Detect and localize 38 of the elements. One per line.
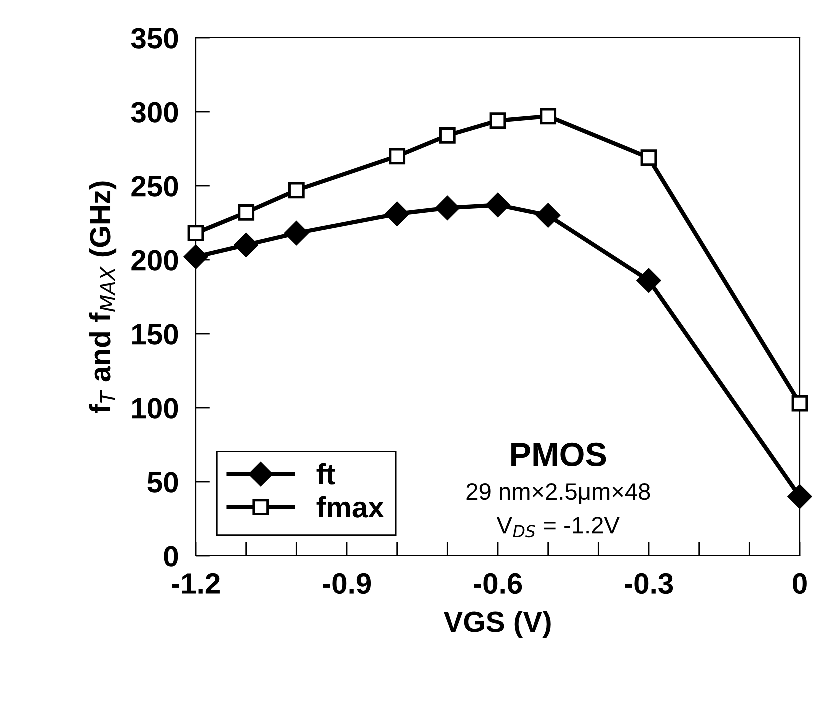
point (439, 127, 456, 144)
point (640, 150, 658, 166)
point (389, 148, 406, 165)
y-tick-label: 200 (132, 250, 178, 271)
y-tick-label: 350 (131, 28, 178, 49)
x-tick-label: -0.6 (474, 573, 522, 594)
point (385, 202, 410, 226)
point (234, 233, 258, 258)
point (792, 395, 808, 412)
legend-label: ft (316, 463, 336, 485)
legend-label: fmax (316, 496, 384, 518)
point (540, 108, 557, 125)
y-tick-label: 150 (132, 324, 178, 345)
point (636, 268, 662, 293)
x-tick-label: -0.9 (323, 573, 372, 594)
y-tick-label: 50 (148, 472, 178, 493)
point (238, 204, 255, 221)
y-axis-title: f$_{T}$ and f$_{MAX}$ (GHz) (89, 182, 117, 414)
y-tick-label: 300 (131, 102, 178, 123)
x-tick-label: -0.3 (625, 573, 674, 594)
annotation: V$_{DS}$ = -1.2V (496, 517, 620, 538)
x-tick-label: 0 (793, 573, 807, 594)
y-tick-label: 100 (132, 398, 178, 419)
x-tick-label: -1.2 (172, 573, 220, 594)
x-axis-title: VGS (V) (444, 610, 551, 638)
point (788, 484, 812, 509)
point (188, 225, 204, 242)
point (288, 182, 305, 199)
y-tick-label: 250 (132, 176, 178, 197)
point (486, 193, 510, 218)
annotation: 29 nm×2.5μm×48 (466, 483, 650, 504)
point (490, 112, 506, 130)
point (284, 221, 309, 246)
point (536, 204, 560, 228)
y-tick-label: 0 (164, 546, 178, 567)
point (436, 196, 460, 220)
point (184, 244, 208, 270)
annotation: PMOS (512, 442, 606, 467)
